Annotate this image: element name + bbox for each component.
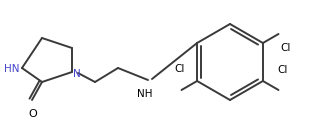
Text: Cl: Cl — [174, 64, 184, 74]
Text: NH: NH — [137, 89, 153, 99]
Text: N: N — [73, 69, 81, 79]
Text: O: O — [29, 109, 37, 119]
Text: Cl: Cl — [281, 43, 291, 53]
Text: HN: HN — [4, 64, 20, 74]
Text: Cl: Cl — [278, 65, 288, 75]
